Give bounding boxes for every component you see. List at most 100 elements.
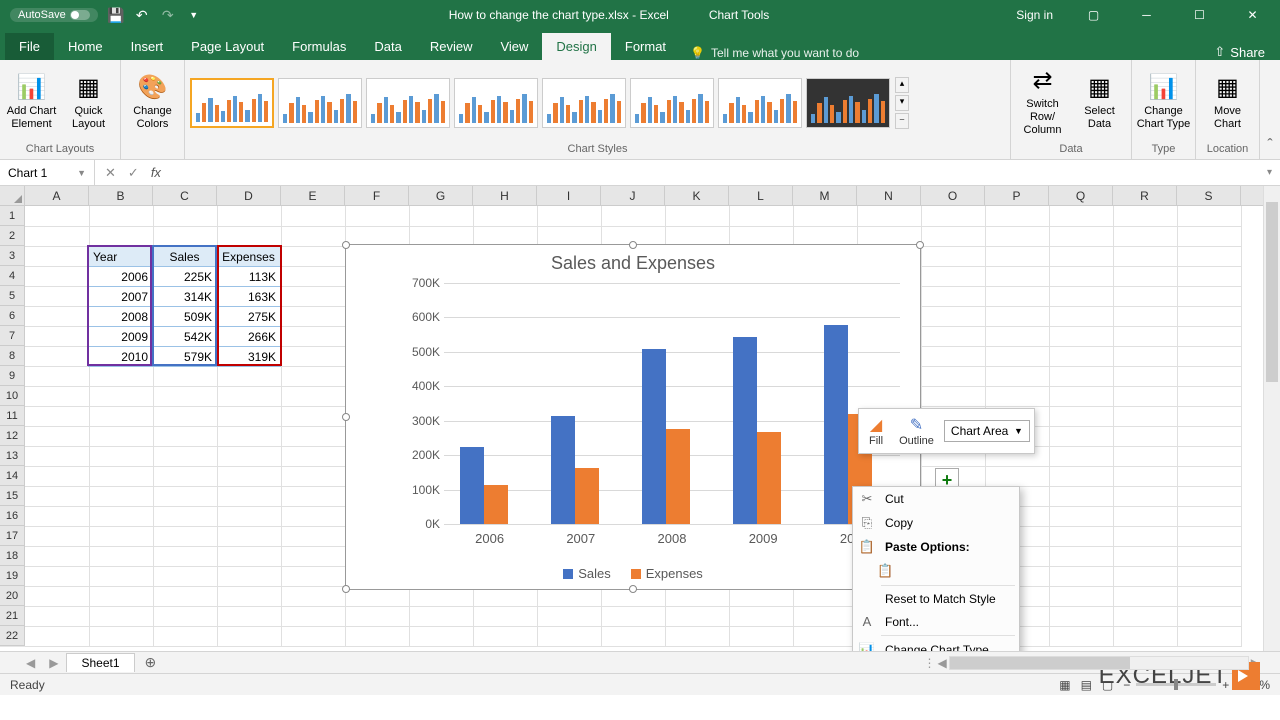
sheet-nav-prev[interactable]: ◀ <box>20 656 41 670</box>
share-button[interactable]: ⇧ Share <box>1214 44 1265 60</box>
data-table[interactable]: YearSalesExpenses 2006225K113K2007314K16… <box>88 246 281 367</box>
tab-design[interactable]: Design <box>542 33 610 60</box>
row-header[interactable]: 19 <box>0 566 25 586</box>
row-header[interactable]: 10 <box>0 386 25 406</box>
ctx-paste[interactable]: 📋 <box>853 559 1019 583</box>
ribbon-display-icon[interactable]: ▢ <box>1071 0 1116 30</box>
row-header[interactable]: 4 <box>0 266 25 286</box>
col-header[interactable]: L <box>729 186 793 205</box>
chart-style-thumb[interactable] <box>454 78 538 128</box>
change-colors-button[interactable]: 🎨 Change Colors <box>125 63 180 143</box>
sheet-tab-sheet1[interactable]: Sheet1 <box>66 653 134 672</box>
row-header[interactable]: 11 <box>0 406 25 426</box>
minimize-button[interactable]: ─ <box>1124 0 1169 30</box>
tab-review[interactable]: Review <box>416 33 487 60</box>
switch-row-column-button[interactable]: ⇄ Switch Row/ Column <box>1015 63 1070 143</box>
fx-icon[interactable]: fx <box>151 165 161 181</box>
chart-style-thumb[interactable] <box>366 78 450 128</box>
chart-object[interactable]: Sales and Expenses 0K100K200K300K400K500… <box>345 244 921 590</box>
col-header[interactable]: J <box>601 186 665 205</box>
row-header[interactable]: 18 <box>0 546 25 566</box>
outline-button[interactable]: ✎ Outline <box>893 413 940 449</box>
col-header[interactable]: P <box>985 186 1049 205</box>
cancel-formula-icon[interactable]: ✕ <box>105 165 116 181</box>
ctx-change-chart-type[interactable]: 📊Change Chart Type... <box>853 638 1019 651</box>
view-page-layout-icon[interactable]: ▤ <box>1081 678 1092 692</box>
chart-style-thumb[interactable] <box>718 78 802 128</box>
tab-page-layout[interactable]: Page Layout <box>177 33 278 60</box>
close-button[interactable]: ✕ <box>1230 0 1275 30</box>
add-chart-element-button[interactable]: 📊 Add Chart Element <box>4 63 59 143</box>
row-header[interactable]: 3 <box>0 246 25 266</box>
chart-title[interactable]: Sales and Expenses <box>346 245 920 274</box>
worksheet-grid[interactable]: ABCDEFGHIJKLMNOPQRS 12345678910111213141… <box>0 186 1280 651</box>
col-header[interactable]: H <box>473 186 537 205</box>
col-header[interactable]: B <box>89 186 153 205</box>
tab-home[interactable]: Home <box>54 33 117 60</box>
chart-style-thumb[interactable] <box>806 78 890 128</box>
save-icon[interactable]: 💾 <box>108 7 124 23</box>
tab-format[interactable]: Format <box>611 33 680 60</box>
row-header[interactable]: 14 <box>0 466 25 486</box>
plot-area[interactable]: 0K100K200K300K400K500K600K700K 200620072… <box>396 283 900 524</box>
chart-styles-more[interactable]: ▴ <box>895 77 909 93</box>
col-header[interactable]: M <box>793 186 857 205</box>
chart-legend[interactable]: Sales Expenses <box>346 566 920 581</box>
tab-formulas[interactable]: Formulas <box>278 33 360 60</box>
chart-styles-more[interactable]: ⎯ <box>895 113 909 129</box>
chart-styles-more[interactable]: ▾ <box>895 95 909 111</box>
change-chart-type-button[interactable]: 📊 Change Chart Type <box>1136 63 1191 143</box>
view-normal-icon[interactable]: ▦ <box>1059 678 1070 692</box>
chart-style-thumb[interactable] <box>630 78 714 128</box>
col-header[interactable]: I <box>537 186 601 205</box>
chart-style-thumb[interactable] <box>542 78 626 128</box>
qat-dropdown-icon[interactable]: ▼ <box>186 7 202 23</box>
col-header[interactable]: R <box>1113 186 1177 205</box>
chart-element-dropdown[interactable]: Chart Area▼ <box>944 420 1030 442</box>
formula-expand-icon[interactable]: ▾ <box>1259 167 1280 178</box>
quick-layout-button[interactable]: ▦ Quick Layout <box>61 63 116 143</box>
tab-file[interactable]: File <box>5 33 54 60</box>
col-header[interactable]: N <box>857 186 921 205</box>
col-header[interactable]: G <box>409 186 473 205</box>
tab-insert[interactable]: Insert <box>117 33 178 60</box>
row-header[interactable]: 6 <box>0 306 25 326</box>
autosave-toggle[interactable]: AutoSave <box>10 8 98 22</box>
sheet-nav-next[interactable]: ▶ <box>43 656 64 670</box>
col-header[interactable]: Q <box>1049 186 1113 205</box>
fill-button[interactable]: ◢ Fill <box>863 413 889 449</box>
chevron-down-icon[interactable]: ▼ <box>77 168 86 178</box>
col-header[interactable]: D <box>217 186 281 205</box>
row-header[interactable]: 22 <box>0 626 25 646</box>
add-sheet-button[interactable]: ⊕ <box>137 654 165 671</box>
name-box[interactable]: Chart 1 ▼ <box>0 160 95 185</box>
chart-style-thumb[interactable] <box>278 78 362 128</box>
tab-view[interactable]: View <box>486 33 542 60</box>
move-chart-button[interactable]: ▦ Move Chart <box>1200 63 1255 143</box>
ctx-reset-style[interactable]: Reset to Match Style <box>853 588 1019 610</box>
col-header[interactable]: E <box>281 186 345 205</box>
signin-link[interactable]: Sign in <box>1016 8 1053 22</box>
col-header[interactable]: A <box>25 186 89 205</box>
row-header[interactable]: 5 <box>0 286 25 306</box>
row-header[interactable]: 17 <box>0 526 25 546</box>
ribbon-collapse-button[interactable]: ˆ <box>1260 60 1280 159</box>
row-header[interactable]: 21 <box>0 606 25 626</box>
vertical-scrollbar[interactable] <box>1263 186 1280 651</box>
tab-data[interactable]: Data <box>360 33 415 60</box>
col-header[interactable]: S <box>1177 186 1241 205</box>
row-header[interactable]: 12 <box>0 426 25 446</box>
tellme-search[interactable]: 💡 Tell me what you want to do <box>690 46 859 60</box>
row-header[interactable]: 13 <box>0 446 25 466</box>
horizontal-scrollbar[interactable]: ⋮ ◀ ▶ <box>924 656 1280 670</box>
row-header[interactable]: 16 <box>0 506 25 526</box>
undo-icon[interactable]: ↶ <box>134 7 150 23</box>
row-header[interactable]: 20 <box>0 586 25 606</box>
select-all-button[interactable] <box>0 186 25 205</box>
row-header[interactable]: 1 <box>0 206 25 226</box>
maximize-button[interactable]: ☐ <box>1177 0 1222 30</box>
ctx-copy[interactable]: ⎘Copy <box>853 511 1019 535</box>
col-header[interactable]: O <box>921 186 985 205</box>
chart-style-thumb[interactable] <box>190 78 274 128</box>
col-header[interactable]: K <box>665 186 729 205</box>
